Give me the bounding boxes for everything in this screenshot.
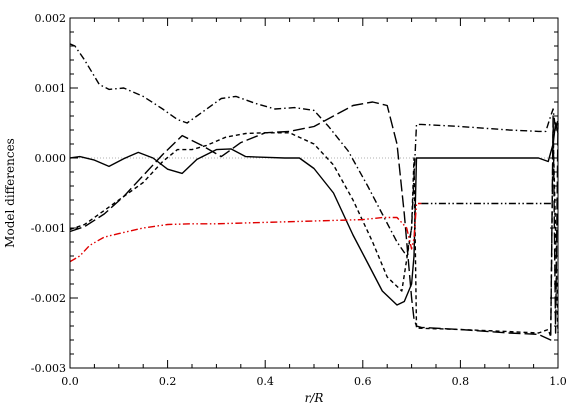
y-tick-labels: -0.003 -0.002 -0.001 0.000 0.001 0.002 [31, 12, 66, 375]
x-tick-label: 0.8 [452, 375, 470, 388]
y-axis-label: Model differences [3, 138, 17, 248]
series-layer [69, 43, 559, 341]
y-tick-label: 0.002 [35, 12, 67, 25]
series-line-dash-dot-dot-4 [69, 202, 422, 263]
y-tick-label: -0.001 [31, 222, 66, 235]
y-tick-label: -0.003 [31, 362, 66, 375]
x-tick-label: 1.0 [549, 375, 567, 388]
series-line-solid-0 [69, 122, 559, 306]
series-line-dashed-1 [69, 129, 559, 338]
series-line-dash-dot-3 [69, 43, 559, 257]
x-tick-label: 0.4 [256, 375, 274, 388]
x-tick-label: 0.6 [354, 375, 372, 388]
plot-frame [69, 17, 559, 369]
tick-layer [69, 17, 559, 369]
y-tick-label: 0.001 [35, 82, 67, 95]
x-tick-labels: 0.0 0.2 0.4 0.6 0.8 1.0 [61, 375, 567, 388]
y-tick-label: 0.000 [35, 152, 67, 165]
x-axis-label: r/R [305, 391, 324, 405]
y-tick-label: -0.002 [31, 292, 66, 305]
series-line-long-dashed-2 [69, 101, 559, 341]
x-tick-label: 0.2 [159, 375, 177, 388]
x-tick-label: 0.0 [61, 375, 79, 388]
